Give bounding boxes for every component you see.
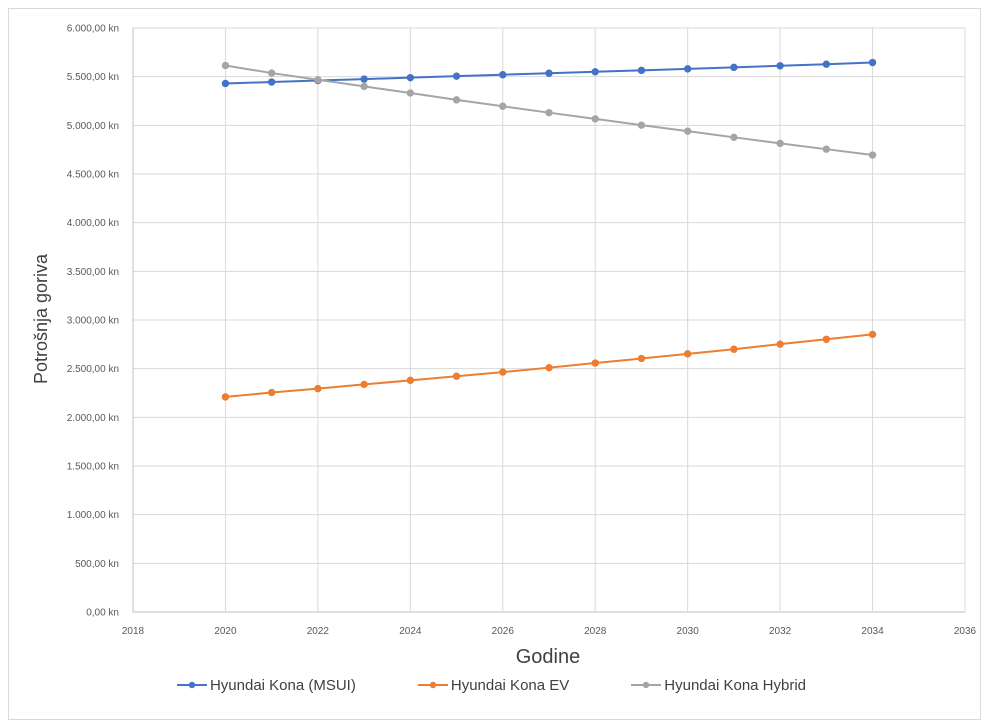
legend-item-hyundai-kona-hybrid: Hyundai Kona Hybrid [631, 677, 806, 694]
x-tick-label: 2022 [307, 626, 330, 637]
data-point-hyundai-kona-ev [868, 330, 877, 339]
legend-item-hyundai-kona-ev: Hyundai Kona EV [417, 676, 570, 694]
data-point-hyundai-kona-hybrid [637, 121, 646, 129]
data-point-hyundai-kona-ev [360, 380, 368, 389]
legend-item-hyundai-kona-msui: Hyundai Kona (MSUI) [176, 676, 356, 694]
data-point-hyundai-kona-msui [868, 58, 877, 67]
x-tick-labels: 2018 2020 2022 2024 2026 2028 2030 2032 2034 2036 [122, 626, 977, 637]
data-point-hyundai-kona-ev [822, 335, 831, 343]
data-point-hyundai-kona-ev [545, 363, 553, 372]
chart-frame [8, 8, 981, 720]
legend-label: Hyundai Kona EV [450, 676, 570, 694]
data-point-hyundai-kona-msui [776, 62, 784, 70]
data-point-hyundai-kona-ev [730, 345, 738, 353]
data-point-hyundai-kona-hybrid [545, 108, 553, 117]
x-tick-label: 2034 [861, 626, 884, 637]
data-point-hyundai-kona-hybrid [776, 139, 784, 148]
data-point-hyundai-kona-hybrid [591, 115, 599, 123]
data-point-hyundai-kona-ev [499, 368, 507, 376]
data-point-hyundai-kona-ev [683, 350, 692, 358]
data-point-hyundai-kona-ev [267, 388, 276, 397]
data-point-hyundai-kona-hybrid [822, 145, 831, 153]
data-point-hyundai-kona-hybrid [683, 127, 692, 135]
data-point-hyundai-kona-msui [637, 66, 646, 75]
data-point-hyundai-kona-hybrid [314, 76, 322, 84]
data-point-hyundai-kona-msui [499, 71, 507, 79]
y-tick-label: 5.000,00 kn [67, 121, 119, 132]
y-tick-label: 4.000,00 kn [67, 218, 119, 229]
x-tick-label: 2024 [399, 626, 422, 637]
y-tick-label: 500,00 kn [75, 559, 119, 570]
legend: Hyundai Kona (MSUI) Hyundai Kona EV Hyunda… [0, 673, 983, 697]
y-tick-label: 3.000,00 kn [67, 316, 119, 327]
x-tick-label: 2018 [122, 626, 145, 637]
x-tick-label: 2020 [214, 626, 237, 637]
data-point-hyundai-kona-ev [452, 372, 461, 380]
data-point-hyundai-kona-msui [267, 78, 276, 86]
data-point-hyundai-kona-ev [776, 340, 784, 348]
legend-swatch [176, 680, 207, 690]
y-tick-labels: 0,00 kn 500,00 kn 1.000,00 kn 1.500,00 kn 2.… [67, 24, 119, 619]
x-tick-label: 2026 [492, 626, 515, 637]
data-point-hyundai-kona-ev [314, 384, 322, 393]
y-axis-title: Potrošnja goriva [31, 253, 51, 384]
data-point-hyundai-kona-ev [406, 376, 415, 385]
x-tick-label: 2028 [584, 626, 607, 637]
y-tick-label: 3.500,00 kn [67, 267, 119, 278]
data-point-hyundai-kona-ev [591, 359, 599, 367]
x-tick-label: 2032 [769, 626, 792, 637]
y-tick-label: 2.000,00 kn [67, 413, 119, 424]
y-tick-label: 4.500,00 kn [67, 170, 119, 181]
x-tick-label: 2036 [954, 626, 977, 637]
legend-label: Hyundai Kona (MSUI) [209, 676, 356, 694]
data-point-hyundai-kona-ev [637, 354, 646, 363]
legend-swatch [417, 680, 448, 690]
data-point-hyundai-kona-hybrid [406, 89, 415, 97]
legend-swatch [631, 680, 662, 690]
y-tick-label: 6.000,00 kn [67, 24, 119, 35]
data-point-hyundai-kona-hybrid [730, 133, 738, 142]
data-point-hyundai-kona-msui [822, 60, 831, 68]
gridlines [132, 27, 966, 613]
data-point-hyundai-kona-hybrid [452, 96, 461, 104]
data-point-hyundai-kona-hybrid [499, 102, 507, 110]
data-point-hyundai-kona-msui [360, 75, 368, 83]
x-axis-title: Godine [516, 646, 581, 668]
data-point-hyundai-kona-msui [591, 68, 599, 76]
y-tick-label: 5.500,00 kn [67, 72, 119, 83]
series-lines [221, 58, 877, 401]
data-point-hyundai-kona-msui [406, 73, 415, 82]
legend-label: Hyundai Kona Hybrid [664, 676, 807, 694]
x-tick-label: 2030 [677, 626, 700, 637]
data-point-hyundai-kona-msui [452, 72, 461, 80]
y-tick-label: 1.000,00 kn [67, 510, 119, 521]
data-point-hyundai-kona-hybrid [360, 82, 368, 91]
y-tick-label: 1.500,00 kn [67, 462, 119, 473]
data-point-hyundai-kona-hybrid [267, 69, 276, 77]
data-point-hyundai-kona-ev [221, 393, 230, 401]
data-point-hyundai-kona-hybrid [868, 151, 877, 159]
y-tick-label: 2.500,00 kn [67, 364, 119, 375]
data-point-hyundai-kona-msui [221, 79, 230, 88]
data-point-hyundai-kona-msui [730, 63, 738, 72]
data-point-hyundai-kona-msui [683, 65, 692, 73]
data-point-hyundai-kona-hybrid [221, 61, 230, 70]
data-point-hyundai-kona-msui [545, 69, 553, 77]
y-tick-label: 0,00 kn [86, 608, 119, 619]
